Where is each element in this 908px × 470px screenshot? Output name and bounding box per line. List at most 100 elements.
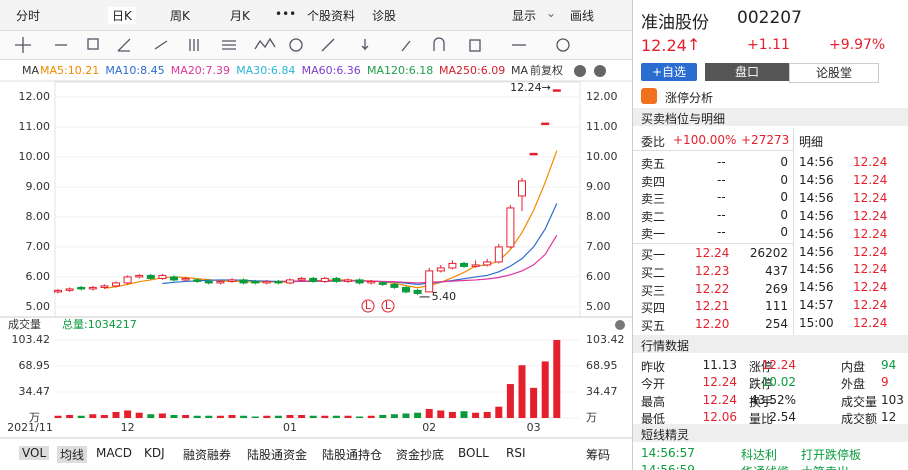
volume-bar [390,414,398,418]
candle-body [378,282,387,285]
volume-bar [321,415,329,418]
candle-body [309,277,318,282]
volume-bar [54,415,62,418]
detail-title: 明细 [799,135,824,149]
candle-body [355,279,364,284]
tab[interactable]: ••• [275,7,297,21]
candle-body [135,274,144,278]
market-cell: 12.24 [702,392,737,407]
y-tick-label-right: 103.42 [586,333,625,346]
tick-time: 14:56 [799,190,834,205]
divider [632,0,633,470]
volume-bar [274,415,282,418]
volume-bar [518,365,526,418]
x-tick-label: 02 [422,421,436,434]
tick-price: 12.24 [853,226,888,241]
market-cell: 量比 [749,411,774,426]
candle-body [320,277,329,282]
row-sep [633,150,793,151]
sprite-cell[interactable]: 大笔卖出 [801,463,849,470]
volume-bar [193,415,201,418]
indicator-tab[interactable]: 均线 [57,446,88,463]
volume-bar [251,416,259,418]
limit-icon [641,88,657,104]
volume-bar [205,415,213,418]
tick-time: 14:56 [799,262,834,277]
sprite-cell[interactable]: 科达利 [741,448,778,462]
legend-entry: MA120:6.18 [367,64,433,77]
legend-entry: MA60:6.36 [302,64,361,77]
market-cell: 12.24 [702,375,737,390]
candle-body [506,207,515,248]
chart-area: MA MA5:10.21 MA10:8.45 MA20:7.39 MA30:6.84 MA… [0,63,632,439]
volume-bar [228,414,236,418]
sprite-cell[interactable]: 14:56:59 [641,463,695,470]
candle-body [483,261,492,266]
section-bg [633,335,908,353]
weibi-diff: +27273 [741,133,790,147]
candle-body [216,280,225,284]
display-menu[interactable]: 显示 [512,9,537,23]
menu-caret[interactable]: ⌄ [546,6,557,20]
y-tick-label-right: 9.00 [586,180,611,193]
market-cell: 43.52% [750,392,796,407]
price: 12.24 [641,36,687,55]
tick-price: 12.24 [853,155,888,169]
chip-button[interactable]: 筹码 [586,448,611,462]
indicator-tab[interactable]: RSI [506,446,526,460]
volume-bar [379,414,387,418]
indicator-tab[interactable]: 资金抄底 [396,448,445,462]
candle-body [390,283,399,288]
candle-body [88,286,97,290]
tick-time: 14:56 [799,208,834,223]
candle-body [529,152,538,156]
y-tick-label-right: 11.00 [586,120,618,133]
volume-bar [332,415,340,418]
sell-price: -- [717,155,726,169]
draw-button[interactable]: 画线 [570,9,595,23]
indicator-tab[interactable]: 陆股通持仓 [322,448,383,462]
buy-level: 买二 [641,265,666,280]
tick-price: 12.24 [853,280,888,295]
ma-head: MA [22,64,39,77]
tab[interactable]: 诊股 [372,9,397,23]
indicator-tab[interactable]: KDJ [144,446,165,460]
sell-volume: 0 [780,172,788,187]
volume-bar [506,384,514,418]
market-cell: 涨停 [749,360,774,374]
y-tick-label-right: 5.00 [586,300,611,313]
indicator-tab[interactable]: 陆股通资金 [247,448,308,462]
market-cell: 94 [881,358,897,372]
indicator-tab[interactable]: MACD [96,446,132,460]
volume-bar [483,411,491,418]
sprite-cell[interactable]: 14:56:57 [641,446,695,460]
indicator-tab[interactable]: 融资融券 [183,448,232,462]
volume-total: 总量:1034217 [62,317,137,331]
market-cell: 12 [881,409,897,424]
tab-forum[interactable]: 论股堂 [789,63,879,83]
indicator-tab[interactable]: BOLL [458,446,489,460]
y-tick-label: 6.00 [26,270,51,283]
weibi-label: 委比 [641,135,666,149]
tab[interactable]: 分时 [16,9,41,23]
tab[interactable]: 日K [108,7,136,24]
tab-panel[interactable]: 盘口 [705,63,789,81]
sprite-cell[interactable]: 打开跌停板 [801,448,862,462]
candle-body [77,286,86,290]
tab[interactable]: 个股资料 [307,9,356,23]
limit-analysis[interactable]: 涨停分析 [665,91,714,105]
sprite-cell[interactable]: 华通线缆 [741,463,789,470]
watch-button[interactable]: +自选 [641,63,697,81]
tick-price: 12.24 [853,244,888,259]
sell-volume: 0 [780,190,788,204]
y-tick-label-right: 8.00 [586,210,611,223]
stock-code: 002207 [737,8,802,28]
tab[interactable]: 月K [230,9,250,23]
candle-body [274,280,283,284]
buy-price: 12.21 [695,299,730,314]
signal-icon [381,299,395,313]
candle-body [146,274,155,279]
tab[interactable]: 周K [170,9,190,23]
indicator-tab[interactable]: VOL [19,446,50,460]
